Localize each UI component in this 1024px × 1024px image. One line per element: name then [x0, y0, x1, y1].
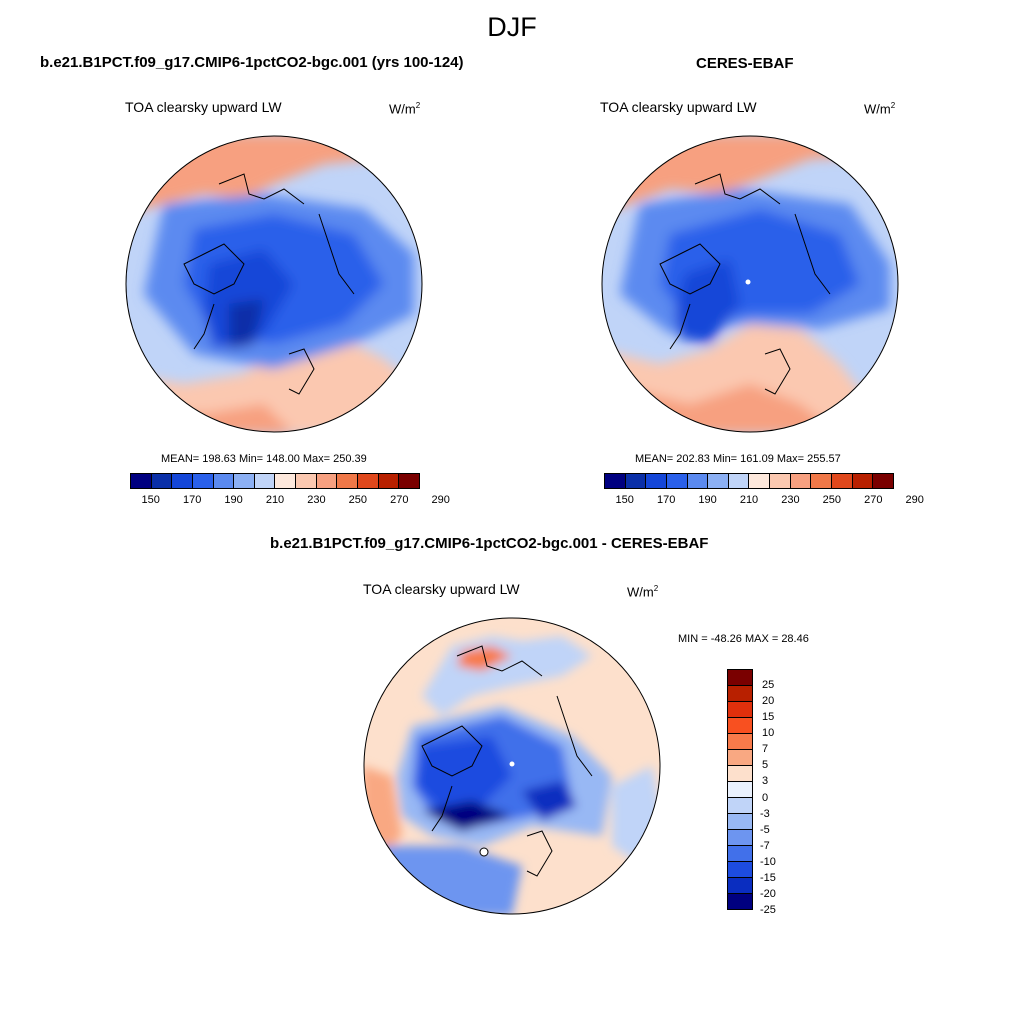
colorbar-tick-label: 10 [762, 727, 775, 740]
colorbar-tick-label: 190 [698, 494, 717, 506]
diff-colorbar [727, 669, 753, 910]
colorbar-tick-label: -7 [760, 839, 770, 852]
model-colorbar [130, 473, 420, 489]
colorbar-swatch [728, 702, 752, 718]
diff-polar-map [362, 616, 662, 916]
diff-panel-title: b.e21.B1PCT.f09_g17.CMIP6-1pctCO2-bgc.00… [270, 535, 709, 552]
colorbar-tick-label: 230 [307, 494, 326, 506]
colorbar-tick-label: 5 [762, 759, 769, 772]
obs-colorbar [604, 473, 894, 489]
colorbar-swatch [728, 750, 752, 766]
colorbar-tick-label: 150 [615, 494, 634, 506]
colorbar-tick-label: 270 [390, 494, 409, 506]
colorbar-swatch [131, 474, 152, 488]
obs-panel-title: CERES-EBAF [696, 55, 794, 72]
colorbar-swatch [728, 782, 752, 798]
colorbar-swatch [316, 474, 338, 488]
colorbar-swatch [213, 474, 235, 488]
diff-stats: MIN = -48.26 MAX = 28.46 [678, 633, 809, 645]
colorbar-swatch [832, 474, 853, 488]
model-variable-label: TOA clearsky upward LW [125, 99, 282, 115]
model-stats: MEAN= 198.63 Min= 148.00 Max= 250.39 [161, 453, 367, 465]
colorbar-swatch [728, 894, 752, 909]
colorbar-tick-label: 170 [182, 494, 202, 506]
obs-polar-map [600, 134, 900, 434]
colorbar-tick-label: 150 [141, 494, 160, 506]
colorbar-swatch [852, 474, 874, 488]
model-panel-title: b.e21.B1PCT.f09_g17.CMIP6-1pctCO2-bgc.00… [40, 54, 464, 71]
colorbar-tick-label: -20 [760, 887, 776, 900]
colorbar-swatch [728, 846, 752, 862]
diff-variable-label: TOA clearsky upward LW [363, 581, 520, 597]
obs-colorbar-ticks: 150 170 190 210 230 250 270 290 [604, 494, 924, 508]
colorbar-tick-label: -5 [760, 823, 770, 836]
colorbar-tick-label: 210 [265, 494, 285, 506]
colorbar-swatch [687, 474, 709, 488]
colorbar-tick-label: 3 [762, 775, 769, 788]
colorbar-tick-label: -25 [760, 904, 776, 916]
colorbar-tick-label: 290 [431, 494, 450, 506]
colorbar-swatch [378, 474, 400, 488]
model-polar-map [124, 134, 424, 434]
colorbar-tick-label: 290 [905, 494, 924, 506]
colorbar-swatch [708, 474, 729, 488]
colorbar-swatch [728, 718, 752, 734]
colorbar-swatch [728, 878, 752, 894]
colorbar-swatch [646, 474, 667, 488]
colorbar-swatch [296, 474, 317, 488]
colorbar-swatch [666, 474, 688, 488]
colorbar-swatch [811, 474, 833, 488]
colorbar-swatch [151, 474, 173, 488]
obs-variable-label: TOA clearsky upward LW [600, 99, 757, 115]
colorbar-swatch [337, 474, 359, 488]
figure-title: DJF [487, 12, 537, 42]
colorbar-swatch [728, 734, 752, 750]
colorbar-tick-label: 25 [762, 679, 775, 692]
colorbar-swatch [728, 766, 752, 782]
colorbar-swatch [728, 862, 752, 878]
colorbar-swatch [192, 474, 214, 488]
colorbar-swatch [358, 474, 379, 488]
colorbar-swatch [728, 830, 752, 846]
colorbar-tick-label: 15 [762, 711, 775, 724]
colorbar-swatch [770, 474, 791, 488]
colorbar-tick-label: 250 [348, 494, 368, 506]
colorbar-tick-label: -3 [760, 807, 770, 820]
colorbar-tick-label: 230 [781, 494, 800, 506]
model-units: W/m2 [389, 101, 421, 117]
colorbar-swatch [728, 670, 752, 686]
colorbar-swatch [728, 798, 752, 814]
colorbar-tick-label: 170 [656, 494, 676, 506]
colorbar-tick-label: 20 [762, 695, 775, 708]
colorbar-swatch [790, 474, 812, 488]
colorbar-swatch [275, 474, 297, 488]
colorbar-swatch [234, 474, 255, 488]
colorbar-swatch [172, 474, 193, 488]
diff-colorbar-ticks: 25 20 15 10 7 5 3 0 -3 -5 -7 -10 -15 -20 -25 [760, 669, 800, 916]
colorbar-tick-label: 190 [224, 494, 243, 506]
colorbar-tick-label: -10 [760, 855, 776, 868]
colorbar-swatch [873, 474, 893, 488]
colorbar-swatch [728, 686, 752, 702]
obs-units: W/m2 [864, 101, 896, 117]
colorbar-tick-label: 0 [762, 791, 769, 804]
colorbar-tick-label: 250 [822, 494, 842, 506]
colorbar-swatch [749, 474, 771, 488]
colorbar-tick-label: -15 [760, 871, 776, 884]
colorbar-swatch [728, 814, 752, 830]
colorbar-swatch [605, 474, 626, 488]
colorbar-tick-label: 270 [864, 494, 883, 506]
colorbar-swatch [254, 474, 276, 488]
colorbar-tick-label: 210 [739, 494, 759, 506]
obs-stats: MEAN= 202.83 Min= 161.09 Max= 255.57 [635, 453, 841, 465]
diff-units: W/m2 [627, 584, 659, 600]
colorbar-swatch [625, 474, 647, 488]
colorbar-swatch [399, 474, 419, 488]
colorbar-tick-label: 7 [762, 743, 769, 756]
model-colorbar-ticks: 150 170 190 210 230 250 270 290 [130, 494, 450, 508]
colorbar-swatch [728, 474, 750, 488]
